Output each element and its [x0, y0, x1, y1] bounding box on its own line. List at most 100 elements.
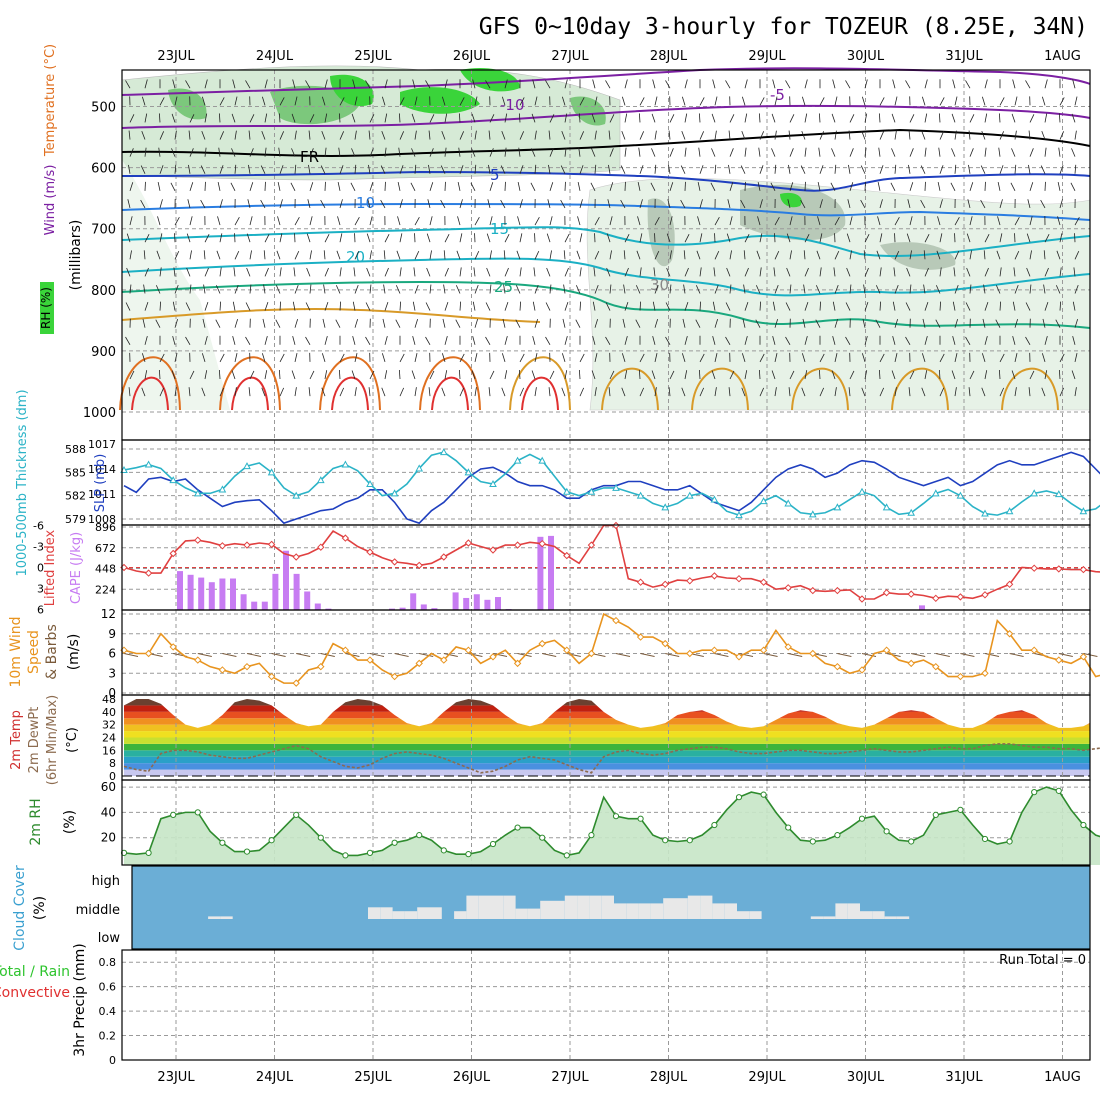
wind-barb — [324, 147, 327, 157]
cloud-bar — [650, 903, 664, 919]
wind-speed-line-point — [169, 643, 177, 651]
wind-barb — [444, 301, 449, 311]
thickness-line-point — [316, 476, 325, 484]
wind-barb — [954, 284, 959, 294]
wind-barb — [548, 130, 551, 140]
wind-barb — [564, 147, 567, 157]
wind-speed-line-point — [932, 662, 940, 671]
wind-barb — [742, 318, 746, 328]
wind-barb — [699, 165, 704, 174]
wind-barb — [711, 113, 716, 123]
precip-tick: 0.6 — [99, 981, 117, 994]
wind-barb — [1044, 147, 1047, 157]
cloud-bar — [208, 916, 221, 919]
wind-barb — [474, 387, 477, 397]
wind-barb — [817, 181, 821, 191]
li-tick: 0 — [37, 562, 44, 575]
cloud-unit-label: (%) — [32, 896, 48, 920]
isotherm-loop — [509, 356, 571, 411]
wind-barb — [624, 267, 629, 277]
wind-barb — [248, 164, 251, 174]
wind-barb — [429, 114, 435, 123]
wind-barb — [832, 301, 836, 311]
wind-barb — [441, 96, 446, 106]
date-label-bottom: 31JUL — [945, 1070, 983, 1085]
pressure-axis-label: (millibars) — [68, 220, 84, 291]
wind-barb — [263, 284, 266, 294]
wind-barb — [457, 181, 461, 191]
wind-barb — [894, 353, 898, 362]
wind-speed-line-point — [612, 616, 620, 625]
wind-barb — [142, 318, 146, 328]
cape-bar — [399, 607, 406, 610]
wind-barb — [729, 370, 735, 380]
wind-barb — [997, 216, 1001, 226]
wind-barb — [189, 250, 192, 260]
wind-barb — [339, 233, 343, 243]
wind-barb — [519, 199, 523, 209]
wind-barb — [172, 336, 176, 345]
wind-barb — [999, 131, 1005, 140]
wind-barb — [444, 267, 449, 277]
wind-barb — [983, 284, 986, 294]
wind-barb — [1029, 114, 1035, 123]
isotherm-loop — [119, 356, 181, 411]
wind-barb — [1011, 148, 1016, 157]
wind-barb — [669, 182, 674, 191]
lifted-index-line-point — [784, 584, 792, 592]
wind-barb — [969, 250, 972, 260]
rh-patch-max — [400, 87, 480, 114]
wind-barb — [306, 233, 311, 243]
wind-barb — [365, 336, 371, 345]
wind-barb — [561, 353, 566, 363]
wind-barb — [804, 336, 808, 345]
wind-barb — [819, 131, 825, 140]
wind-barb — [170, 182, 176, 192]
wind-barb — [921, 96, 926, 106]
wind-barb — [1044, 267, 1049, 277]
wind-barb — [426, 267, 431, 277]
wind-barb — [1044, 79, 1048, 89]
wind-barb — [172, 79, 176, 89]
wind-barb — [609, 148, 614, 157]
wind-barb — [384, 113, 388, 123]
wind-barb — [204, 336, 208, 345]
wind-barb — [217, 216, 221, 226]
wind-barb — [504, 301, 509, 311]
wind-speed-line-point — [1005, 630, 1014, 638]
wind-barb-10m — [960, 653, 975, 657]
wind-barb — [444, 370, 448, 380]
wind-barb — [384, 233, 390, 243]
wind-barb — [892, 336, 896, 345]
wind-barb — [894, 284, 899, 294]
wind-barb — [789, 148, 794, 157]
wind-barb — [981, 130, 986, 140]
wind-barb — [834, 284, 839, 294]
wind-barb — [607, 199, 611, 209]
wind-barb — [684, 370, 688, 380]
wind-barb — [234, 387, 237, 397]
wind-tick: 9 — [108, 627, 116, 641]
wind-barb — [504, 336, 508, 345]
wind-barb — [938, 147, 941, 157]
wind-barb — [456, 250, 461, 260]
wind-barb — [683, 250, 686, 260]
wind-barb — [652, 301, 656, 311]
wind-barb — [921, 387, 926, 397]
wind-barb — [366, 267, 371, 277]
wind-barb-10m — [763, 653, 778, 657]
rh-line-point — [514, 824, 521, 831]
cloud-bar — [417, 907, 430, 919]
wind-barb — [519, 353, 525, 363]
wind-barb — [201, 387, 206, 397]
wind-barb — [579, 199, 583, 209]
pressure-tick: 600 — [91, 162, 116, 177]
li-tick: -6 — [33, 520, 44, 533]
wind-barb — [489, 182, 494, 191]
wind-barb — [171, 113, 176, 123]
wind-barb — [939, 353, 945, 363]
wind-barb — [383, 284, 386, 294]
pressure-tick: 500 — [91, 101, 116, 116]
wind-barb — [878, 113, 881, 123]
wind-barb — [909, 148, 914, 157]
